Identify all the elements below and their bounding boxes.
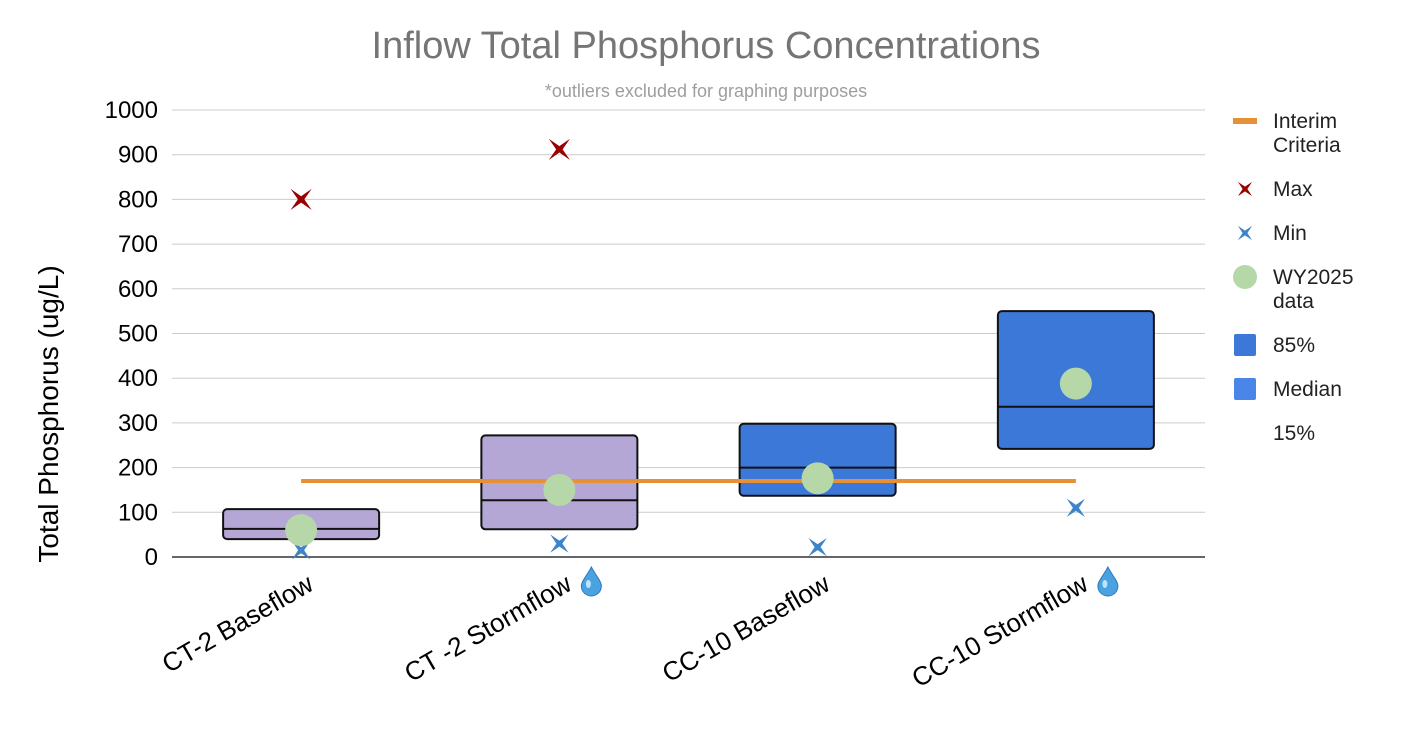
legend-label-interim: Interim Criteria	[1273, 110, 1341, 157]
legend-label-line: 15%	[1273, 422, 1315, 445]
legend-label-line: Max	[1273, 178, 1313, 201]
legend-label-line: WY2025	[1273, 266, 1354, 289]
x-label-group-2: CC-10 Baseflow	[657, 568, 835, 688]
water-drop-shape	[1097, 565, 1119, 597]
x-tick-labels: CT-2 Baseflow CT -2 Stormflow CC-10 Basefl…	[157, 565, 1119, 693]
legend-swatch-interim	[1233, 118, 1257, 124]
y-tick-labels: 0 100 200 300 400 500 600 700 800 900 1000	[105, 97, 158, 571]
x-tick-label: CC-10 Stormflow	[906, 568, 1093, 693]
legend-label-wy2025: WY2025 data	[1273, 266, 1354, 313]
chart-subtitle: *outliers excluded for graphing purposes	[545, 81, 867, 101]
y-tick-label: 300	[118, 410, 158, 437]
y-tick-label: 100	[118, 499, 158, 526]
y-tick-label: 800	[118, 186, 158, 213]
legend-label-p15: 15%	[1273, 422, 1315, 445]
y-tick-label: 700	[118, 231, 158, 258]
legend-label-line: Min	[1273, 222, 1307, 245]
legend-label-line: Interim	[1273, 110, 1337, 133]
water-drop-highlight	[1102, 580, 1108, 588]
wy2025-marker-1	[543, 473, 576, 506]
legend-label-min: Min	[1273, 222, 1307, 245]
y-tick-label: 500	[118, 321, 158, 348]
x-tick-label: CC-10 Baseflow	[657, 568, 835, 688]
y-tick-label: 0	[145, 544, 158, 571]
x-label-group-3: CC-10 Stormflow	[906, 568, 1093, 693]
min-marker-2	[808, 537, 827, 557]
legend-swatch-min	[1237, 225, 1253, 241]
water-drop-icon	[1097, 565, 1119, 597]
max-marker-0	[290, 188, 312, 211]
legend-label-max: Max	[1273, 178, 1313, 201]
legend-label-median: Median	[1273, 378, 1342, 401]
water-drop-shape	[580, 565, 602, 597]
legend-label-line: Criteria	[1273, 134, 1341, 157]
box-2	[738, 422, 897, 497]
chart-title: Inflow Total Phosphorus Concentrations	[372, 25, 1041, 67]
legend-swatch-wy2025	[1233, 265, 1257, 289]
wy2025-marker-2	[801, 462, 834, 495]
legend-swatch-p85	[1234, 334, 1256, 356]
legend-label-line: data	[1273, 290, 1314, 313]
legend: Interim Criteria Max Min WY2025 data 85% Median…	[1233, 110, 1354, 445]
wy2025-marker-0	[285, 514, 318, 547]
max-marker-1	[548, 138, 570, 160]
min-marker-1	[550, 534, 569, 553]
x-label-group-1: CT -2 Stormflow	[399, 568, 576, 688]
box-series	[222, 310, 1155, 541]
y-tick-label: 600	[118, 276, 158, 303]
y-tick-label: 900	[118, 142, 158, 169]
x-tick-label: CT-2 Baseflow	[157, 568, 319, 679]
legend-label-p85: 85%	[1273, 334, 1315, 357]
x-tick-label: CT -2 Stormflow	[399, 568, 576, 688]
water-drop-icon	[580, 565, 602, 597]
wy2025-marker-3	[1059, 367, 1092, 400]
y-tick-label: 1000	[105, 97, 158, 124]
y-tick-label: 400	[118, 365, 158, 392]
legend-label-line: 85%	[1273, 334, 1315, 357]
y-tick-label: 200	[118, 455, 158, 482]
y-axis-label: Total Phosphorus (ug/L)	[33, 265, 64, 562]
x-label-group-0: CT-2 Baseflow	[157, 568, 319, 679]
marker-series	[285, 138, 1092, 560]
legend-swatch-max	[1237, 181, 1253, 197]
min-marker-0	[291, 541, 311, 560]
water-drop-highlight	[585, 580, 591, 588]
legend-swatch-median	[1234, 378, 1256, 400]
min-marker-3	[1066, 498, 1086, 518]
legend-label-line: Median	[1273, 378, 1342, 401]
